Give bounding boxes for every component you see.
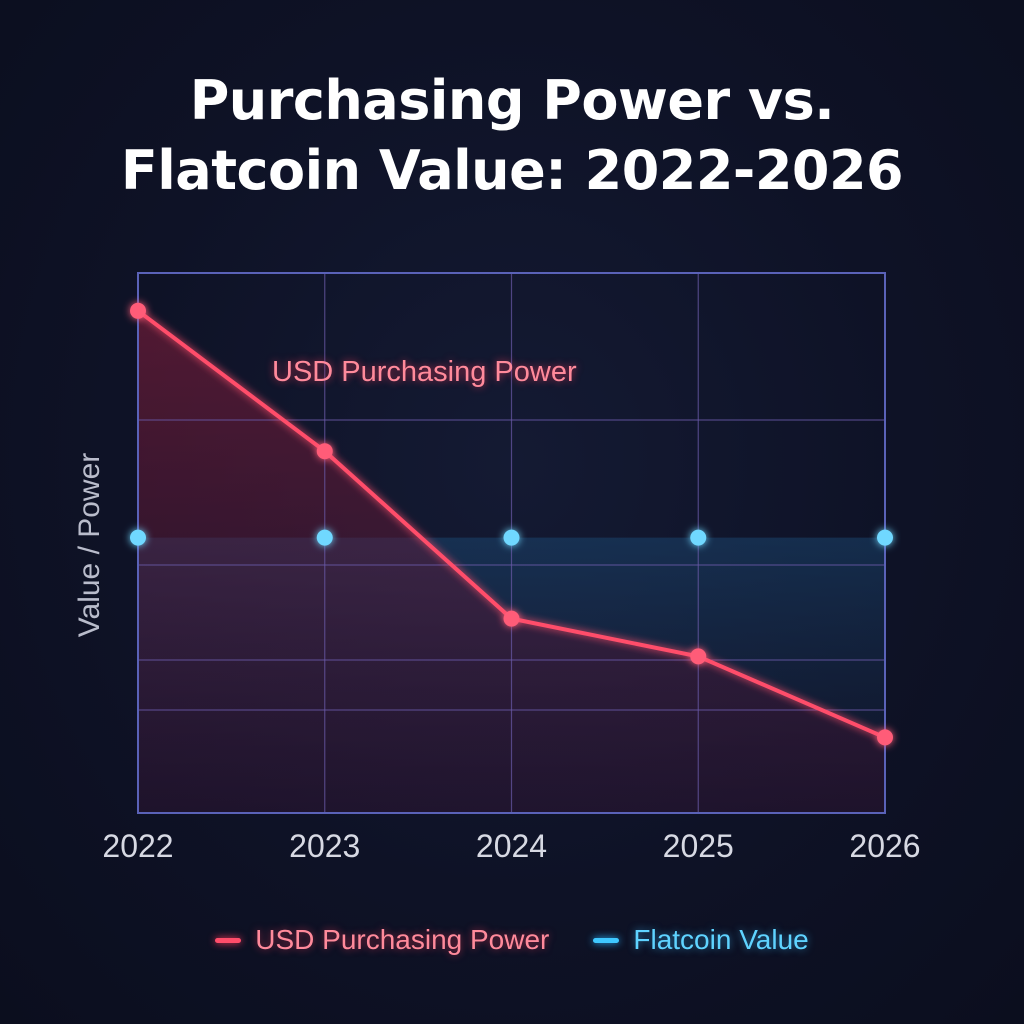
chart-title-line-1: Purchasing Power vs. — [189, 69, 835, 132]
x-tick-label: 2025 — [662, 828, 734, 864]
flatcoin-line-swatch-icon — [593, 937, 620, 943]
legend-item-usd[interactable]: USD Purchasing Power — [215, 924, 549, 956]
usd-line-swatch-icon — [215, 937, 242, 943]
chart-title: Purchasing Power vs. Flatcoin Value: 202… — [0, 66, 1024, 206]
x-tick-label: 2022 — [102, 828, 174, 864]
x-tick-label: 2024 — [475, 828, 548, 864]
y-axis-label: Value / Power — [73, 452, 106, 638]
x-tick-label: 2023 — [289, 828, 361, 864]
usd-line-annotation: USD Purchasing Power — [272, 356, 577, 388]
legend: USD Purchasing Power Flatcoin Value — [0, 924, 1024, 956]
x-tick-label: 2026 — [849, 828, 921, 864]
legend-flatcoin-label: Flatcoin Value — [633, 924, 809, 955]
legend-usd-label: USD Purchasing Power — [255, 924, 550, 955]
legend-item-flatcoin[interactable]: Flatcoin Value — [593, 924, 809, 956]
chart-title-line-2: Flatcoin Value: 2022-2026 — [120, 139, 904, 202]
series-lines — [130, 302, 893, 746]
